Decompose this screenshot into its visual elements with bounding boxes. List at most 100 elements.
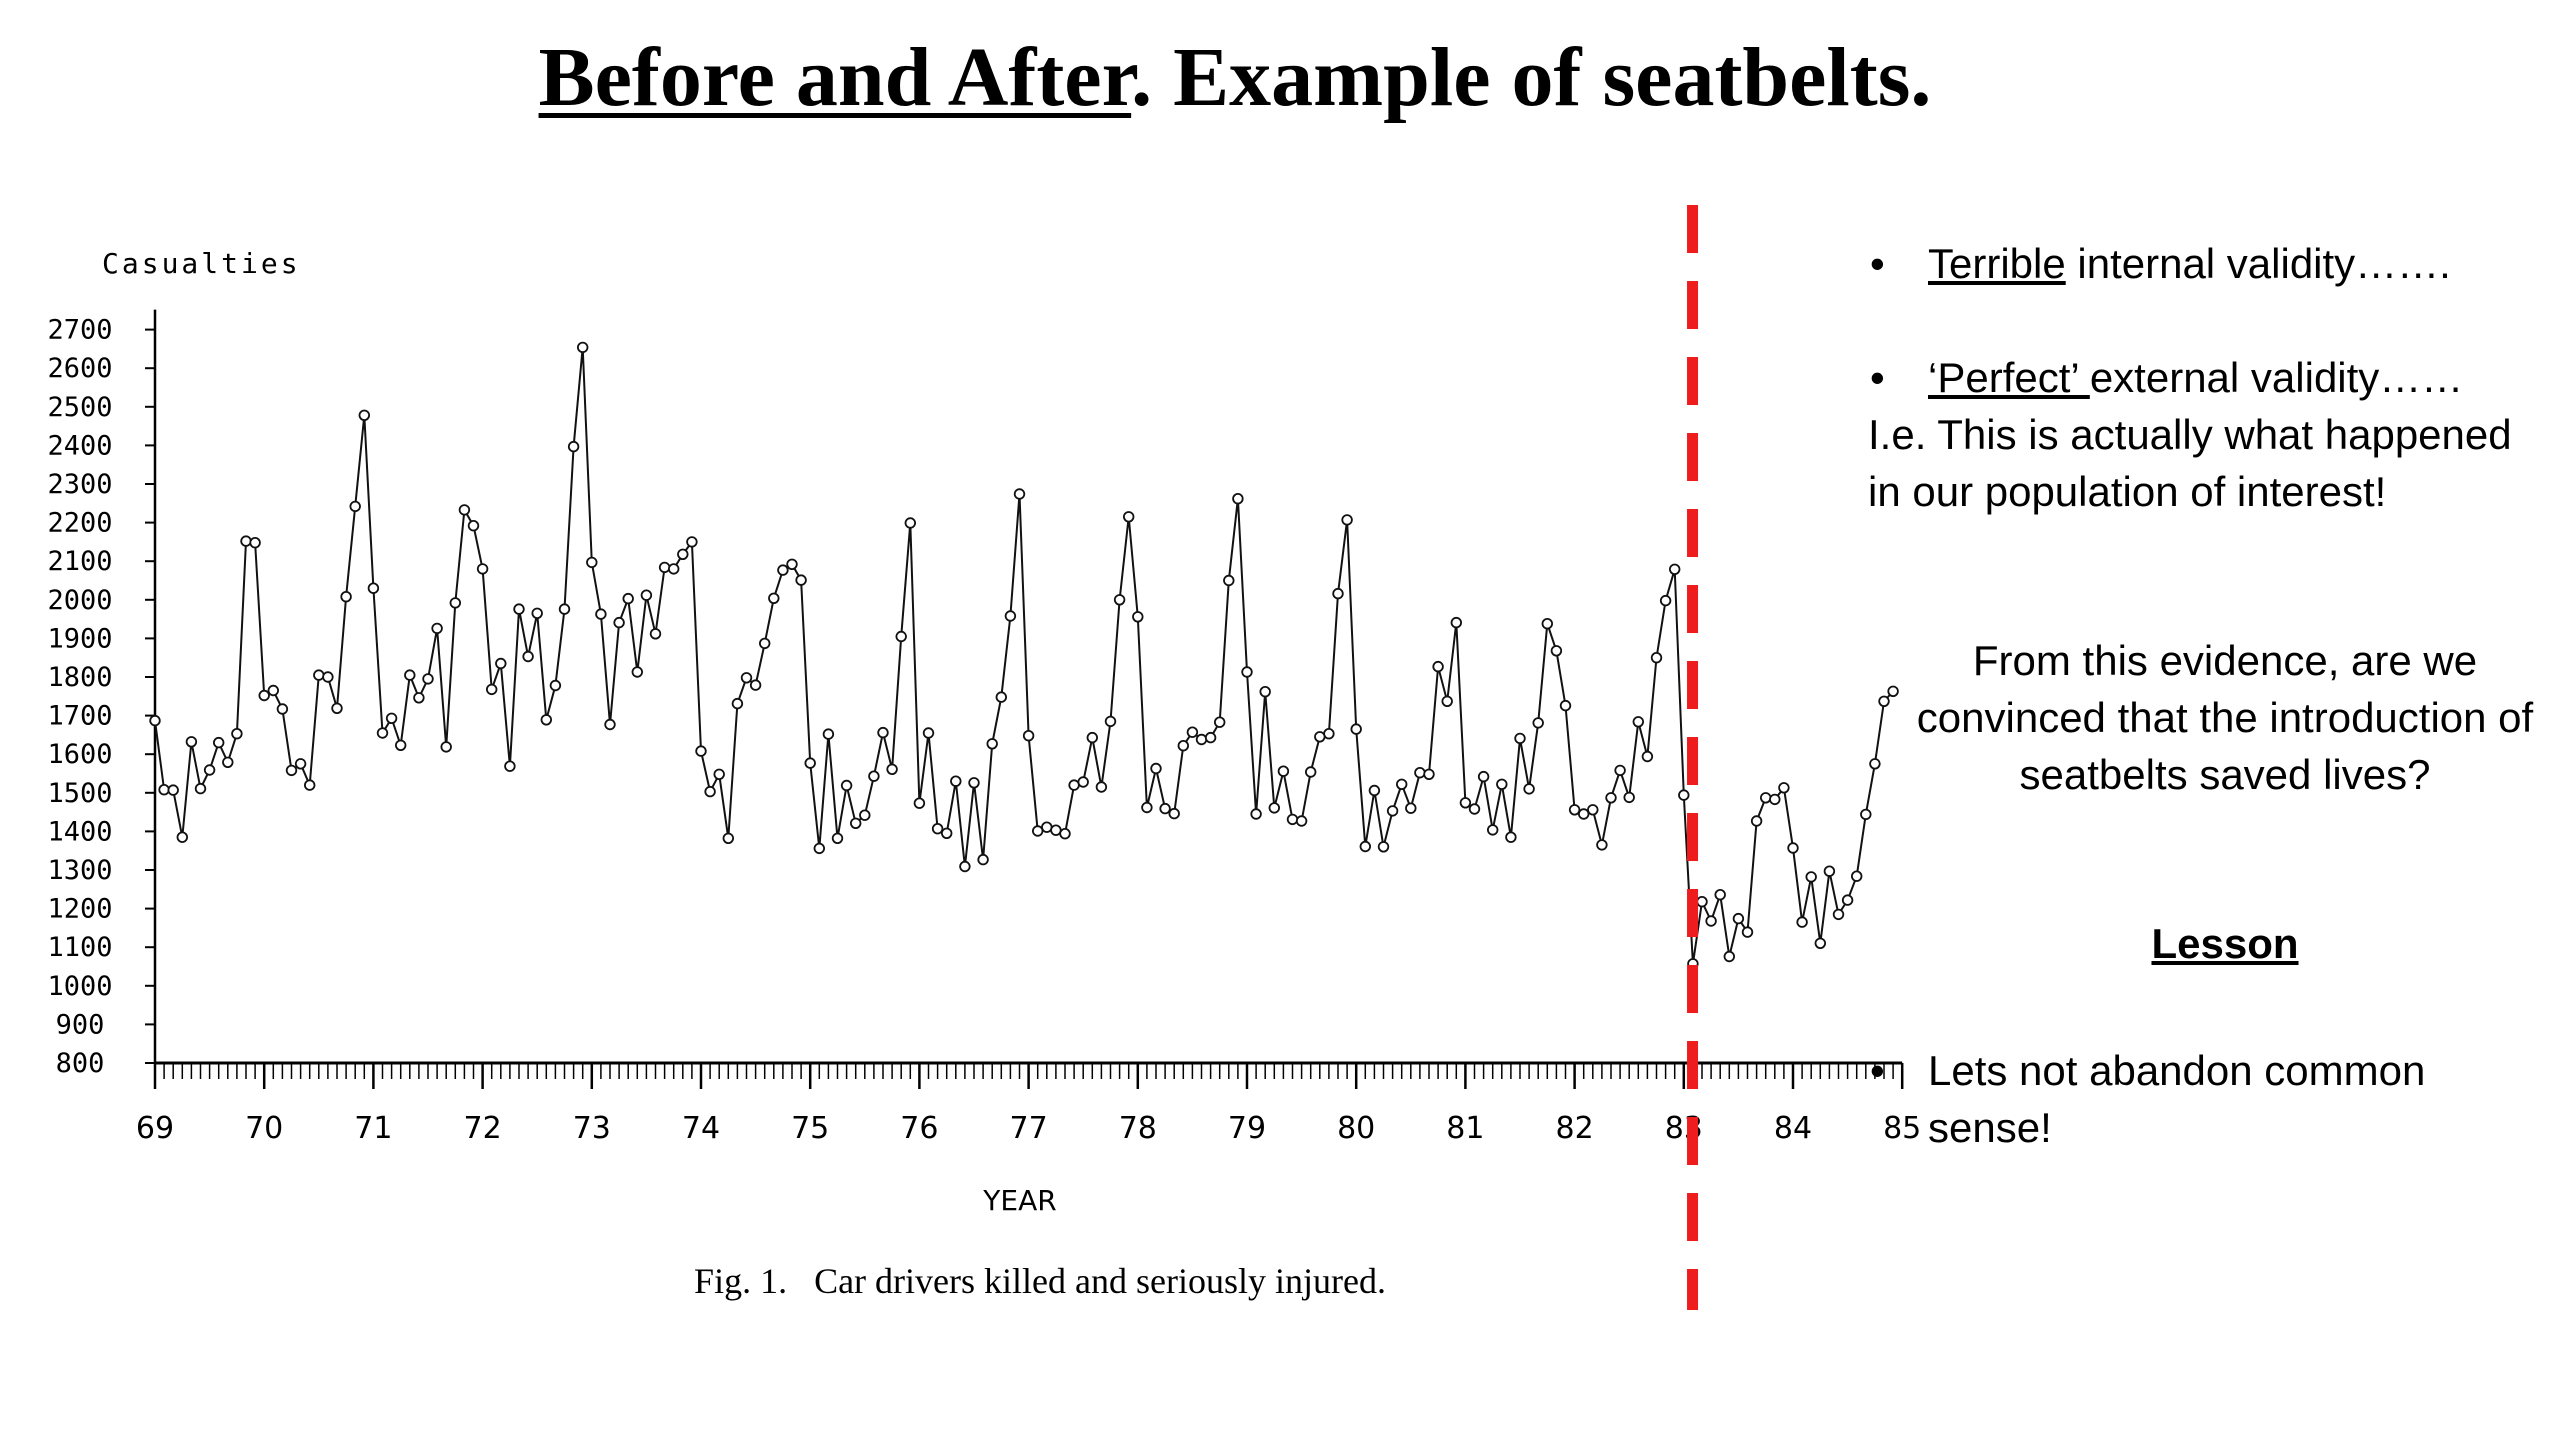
data-point (1759, 792, 1772, 804)
data-point (877, 726, 889, 739)
data-point (231, 728, 243, 740)
x-tick-label: 72 (464, 1111, 502, 1146)
data-point (258, 689, 270, 702)
data-point (913, 797, 926, 809)
data-point (1714, 889, 1726, 901)
x-tick-label: 79 (1228, 1111, 1266, 1146)
y-tick-label: 2500 (47, 392, 112, 423)
x-tick-label: 73 (573, 1111, 611, 1146)
data-point (777, 564, 789, 576)
y-tick-label: 2000 (47, 585, 112, 616)
data-point (1541, 618, 1554, 630)
data-point (1605, 792, 1617, 804)
slide-title-rest: . Example of seatbelts. (1131, 31, 1932, 124)
data-point (558, 603, 571, 615)
data-point (977, 853, 989, 866)
data-point (285, 764, 298, 777)
data-point (349, 500, 361, 513)
data-point (1750, 815, 1763, 827)
data-point (1823, 865, 1836, 877)
data-point (1850, 870, 1863, 882)
data-point (276, 703, 289, 715)
data-point (1641, 750, 1654, 763)
lesson-heading: Lesson (2151, 920, 2299, 967)
data-point (176, 831, 189, 843)
data-point (1577, 808, 1590, 820)
data-point (1878, 695, 1890, 708)
data-point (340, 591, 352, 603)
data-point (1204, 731, 1217, 744)
data-point (1432, 660, 1444, 673)
data-point (1496, 778, 1508, 791)
data-point (1514, 732, 1526, 745)
x-tick-label: 81 (1446, 1111, 1484, 1146)
data-point (1486, 824, 1499, 836)
data-point (1741, 926, 1754, 938)
data-point (367, 582, 380, 594)
data-point (604, 718, 616, 731)
data-point (1869, 758, 1881, 770)
data-point (1250, 808, 1262, 820)
data-point (158, 784, 170, 796)
data-point (458, 504, 471, 516)
lesson-bullet: • Lets not abandon common sense! (1860, 1042, 2550, 1156)
x-tick-label: 70 (245, 1111, 283, 1146)
data-point (649, 628, 662, 640)
data-point (722, 832, 735, 845)
x-tick-label: 69 (136, 1111, 174, 1146)
data-point (304, 779, 316, 791)
data-point (1132, 611, 1144, 623)
data-point (476, 563, 489, 575)
data-point (513, 603, 525, 615)
data-point (1059, 828, 1071, 840)
x-tick-label: 84 (1774, 1111, 1812, 1146)
data-point (322, 671, 334, 683)
data-point (786, 558, 798, 571)
y-tick-label: 1500 (47, 778, 112, 809)
data-point (1805, 871, 1817, 883)
data-point (1796, 916, 1808, 928)
data-point (713, 768, 725, 781)
x-tick-label: 74 (682, 1111, 720, 1146)
data-point (1050, 824, 1062, 836)
data-point (1095, 781, 1108, 793)
figure-caption: Fig. 1. Car drivers killed and seriously… (694, 1261, 1386, 1301)
data-point (422, 673, 434, 685)
data-point (1350, 723, 1362, 735)
data-point (822, 728, 835, 740)
data-point (540, 714, 553, 726)
data-point (1122, 511, 1135, 523)
data-point (968, 777, 980, 789)
data-point (1013, 488, 1026, 500)
y-tick-label: 2200 (47, 508, 112, 539)
data-point (1004, 610, 1017, 622)
data-point (622, 592, 634, 605)
data-point (212, 736, 225, 749)
data-point (941, 827, 953, 840)
data-point (185, 736, 198, 748)
data-point (1086, 731, 1099, 744)
data-point (768, 592, 780, 605)
data-point (658, 561, 671, 574)
data-point (1532, 717, 1544, 729)
data-point (385, 712, 398, 725)
bullet-external-validity: • ‘Perfect’ external validity…… (1860, 349, 2550, 406)
data-point (1632, 716, 1645, 728)
notes-panel: • Terrible internal validity……. • ‘Perfect… (1860, 235, 2550, 1156)
data-point (1068, 779, 1080, 791)
data-point (986, 738, 998, 750)
data-point (1860, 808, 1872, 821)
data-point (1587, 804, 1599, 816)
y-tick-label: 1400 (47, 816, 112, 847)
data-point (567, 440, 580, 453)
data-point (531, 607, 543, 620)
data-point (1505, 831, 1517, 843)
data-point (1732, 912, 1745, 925)
data-point (376, 727, 389, 739)
data-point (1323, 728, 1335, 740)
data-point (1031, 825, 1044, 837)
data-point (1550, 645, 1563, 657)
y-tick-label: 1900 (47, 623, 112, 654)
data-point (495, 657, 507, 670)
data-point (595, 608, 607, 620)
